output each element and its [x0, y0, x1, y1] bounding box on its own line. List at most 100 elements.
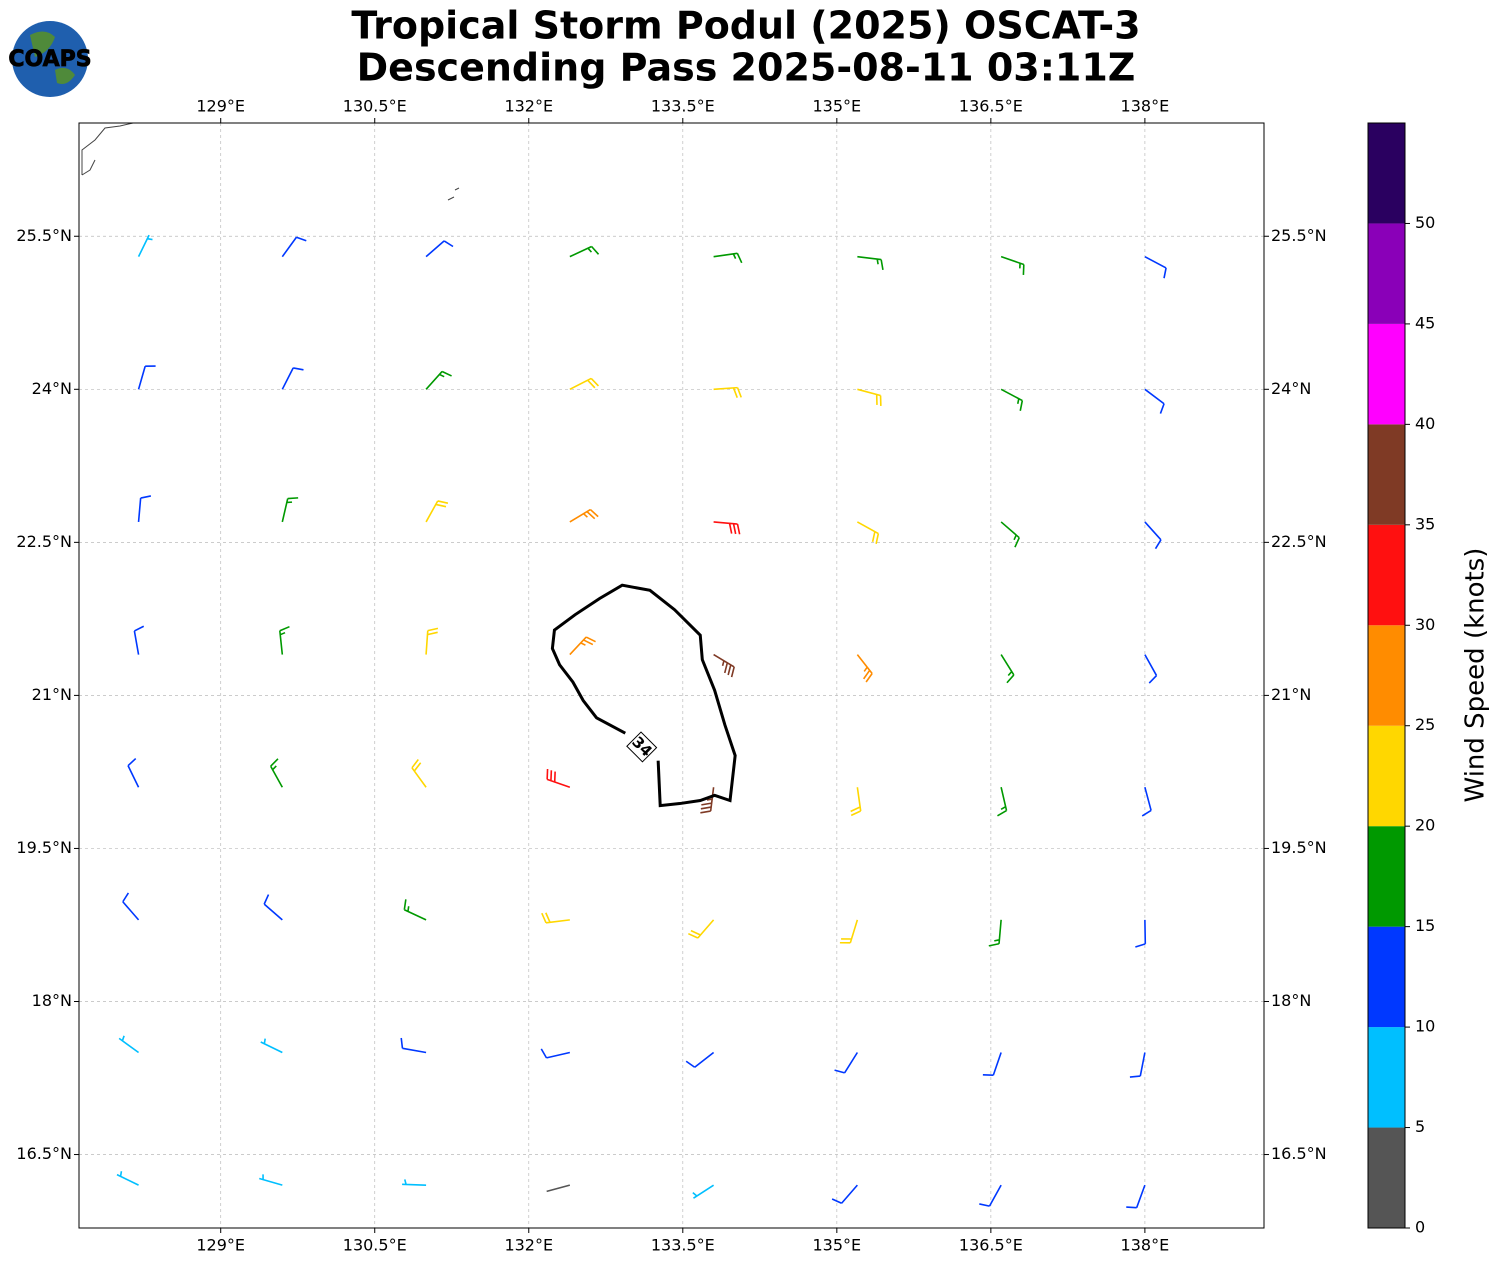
colorbar-segment [1368, 323, 1405, 425]
wind-barb [127, 757, 140, 788]
colorbar-segment [1368, 123, 1405, 224]
wind-barb [425, 500, 449, 523]
wind-barb [122, 892, 140, 921]
wind-barb [137, 495, 152, 523]
wind-barb [116, 1171, 139, 1186]
colorbar-tick-label: 35 [1415, 514, 1435, 533]
colorbar-segment [1368, 1127, 1405, 1228]
wind-barb [700, 787, 715, 814]
title-line: Tropical Storm Podul (2025) OSCAT-3 [351, 4, 1140, 48]
y-tick-label: 19.5°N [16, 838, 72, 857]
wind-barb [1126, 1184, 1146, 1209]
wind-barb [403, 899, 427, 921]
x-tick-label: 132°E [504, 97, 553, 116]
wind-barb [569, 377, 600, 391]
wind-barb [402, 1179, 427, 1186]
wind-barb [569, 636, 596, 656]
colorbar-tick-label: 40 [1415, 414, 1435, 433]
x-tick-label: 138°E [1121, 97, 1170, 116]
wind-barb [569, 245, 600, 258]
grid [79, 123, 1264, 1228]
wind-barb [713, 653, 735, 678]
y-tick-label: 24°N [1271, 379, 1311, 398]
colorbar-tick-label: 10 [1415, 1017, 1435, 1036]
wind-barb [569, 508, 599, 523]
colorbar-tick-label: 15 [1415, 916, 1435, 935]
wind-barb [1000, 654, 1015, 684]
wind-barb [137, 365, 156, 390]
wind-barb [1141, 787, 1152, 817]
colorbar-segment [1368, 223, 1405, 324]
wind-barb [133, 625, 145, 655]
wind-barb [541, 912, 570, 924]
wind-barb [1144, 255, 1167, 279]
colorbar-tick-label: 50 [1415, 213, 1435, 232]
wind-barb [411, 759, 427, 788]
x-tick-label: 136.5°E [959, 97, 1023, 116]
y-tick-label: 22.5°N [16, 532, 72, 551]
colorbar-segment [1368, 424, 1405, 525]
x-tick-label: 136.5°E [959, 1236, 1023, 1255]
wind-barb [281, 497, 299, 523]
colorbar-segment [1368, 1027, 1405, 1128]
x-tick-label: 138°E [1121, 1236, 1170, 1255]
wind-barb [259, 1174, 283, 1186]
wind-barb [540, 1048, 571, 1059]
x-tick-label: 133.5°E [651, 97, 715, 116]
contour-label-box [626, 731, 658, 763]
x-tick-label: 132°E [504, 1236, 553, 1255]
wind-barb [857, 255, 884, 271]
contour-line [550, 583, 737, 808]
x-tick-label: 129°E [196, 97, 245, 116]
colorbar-tick-label: 0 [1415, 1218, 1425, 1237]
colorbar-segment [1368, 625, 1405, 726]
colorbar: 0 5 10 15 20 25 30 35 40 45 50 [1367, 122, 1435, 1237]
y-tick-label: 22.5°N [1271, 532, 1327, 551]
wind-barb [279, 625, 290, 655]
x-tick-label: 130.5°E [343, 97, 407, 116]
wind-barb [281, 236, 307, 258]
wind-barb [1129, 1052, 1146, 1078]
logo-land [30, 31, 75, 85]
colorbar-segment [1368, 524, 1405, 626]
wind-barb [546, 768, 571, 788]
wind-barb [713, 521, 741, 535]
colorbar-tick-label: 25 [1415, 715, 1435, 734]
wind-barb [688, 919, 715, 939]
colorbar-tick-label: 30 [1415, 615, 1435, 634]
x-tick-label: 133.5°E [651, 1236, 715, 1255]
wind-barb [269, 758, 284, 788]
wind-barb [400, 1037, 427, 1054]
wind-barb [692, 1184, 715, 1199]
y-tick-label: 24°N [32, 379, 72, 398]
map-area [79, 123, 1264, 1228]
y-tick-label: 25.5°N [1271, 226, 1327, 245]
colorbar-frame [1367, 122, 1406, 1229]
wind-barb [425, 370, 452, 390]
wind-barb [263, 894, 283, 921]
wind-barb [1144, 654, 1158, 684]
wind-barb [137, 234, 153, 258]
wind-barb [1000, 255, 1025, 275]
x-tick-label: 135°E [812, 97, 861, 116]
title-line: Descending Pass 2025-08-11 03:11Z [357, 46, 1136, 90]
colorbar-segment [1368, 926, 1405, 1028]
colorbar-segment [1368, 826, 1405, 927]
colorbar-tick-label: 20 [1415, 816, 1435, 835]
wind-barb [425, 627, 439, 655]
x-tick-label: 129°E [196, 1236, 245, 1255]
x-tick-label: 130.5°E [343, 1236, 407, 1255]
y-tick-label: 19.5°N [1271, 838, 1327, 857]
y-tick-label: 25.5°N [16, 226, 72, 245]
wind-barb [856, 521, 880, 544]
wind-barb [546, 1184, 571, 1193]
wind-barb [260, 1038, 283, 1054]
wind-barb [1135, 919, 1147, 948]
wind-barb [118, 1035, 140, 1054]
colorbar-segment [1368, 725, 1405, 827]
wind-barb [982, 1052, 1002, 1076]
logo-text: COAPS [8, 47, 91, 72]
colorbar-tick-label: 45 [1415, 313, 1435, 332]
